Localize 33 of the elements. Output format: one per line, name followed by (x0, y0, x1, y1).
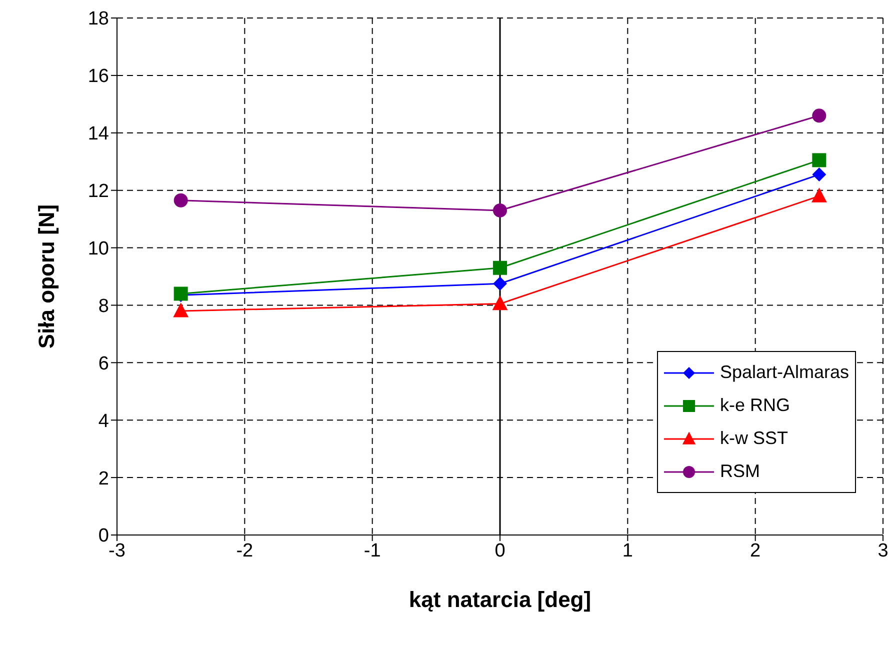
point (493, 203, 507, 218)
point (173, 302, 189, 318)
y-tick-label: 14 (88, 124, 110, 145)
y-tick-label: 6 (98, 353, 109, 374)
point (812, 168, 826, 182)
point (492, 295, 508, 310)
y-tick-label: 12 (88, 181, 109, 202)
y-tick-label: 16 (88, 66, 109, 88)
x-tick-label: 2 (750, 540, 761, 562)
x-tick-label: 1 (622, 540, 633, 562)
legend-label: k-w SST (720, 428, 788, 449)
y-tick-label: 8 (98, 296, 109, 317)
x-tick-label: 0 (494, 540, 506, 562)
x-tick-label: 3 (878, 540, 888, 562)
point (812, 108, 826, 123)
x-tick-label: -1 (364, 540, 381, 562)
point (493, 260, 507, 275)
x-tick-label: -2 (236, 540, 254, 562)
point (174, 193, 188, 208)
y-tick-label: 0 (98, 526, 109, 547)
legend-label: Spalart-Almaras (720, 362, 849, 383)
y-tick-label: 10 (88, 238, 109, 260)
x-tick-label: -3 (108, 540, 126, 562)
y-tick-label: 4 (98, 410, 110, 432)
x-axis-title: kąt natarcia [deg] (408, 587, 592, 612)
legend-label: k-e RNG (720, 395, 790, 416)
legend-label: RSM (720, 461, 760, 482)
point (812, 153, 826, 168)
point (493, 276, 507, 291)
y-tick-label: 2 (98, 468, 109, 490)
point (811, 188, 827, 202)
y-axis-title: Siła oporu [N] (34, 204, 59, 349)
y-tick-label: 18 (88, 8, 109, 30)
